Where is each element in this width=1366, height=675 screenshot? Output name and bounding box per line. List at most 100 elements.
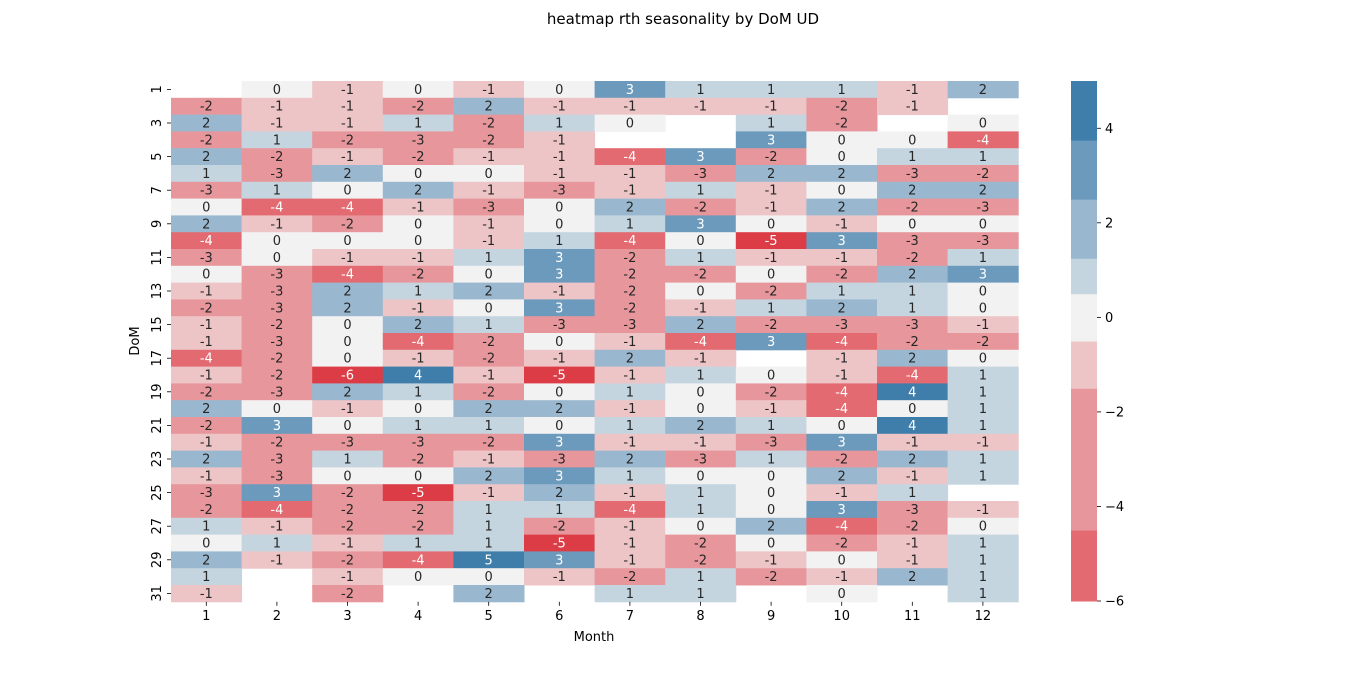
cell-value-label: -2 xyxy=(765,570,778,585)
cell-value-label: -1 xyxy=(482,486,495,501)
heatmap-cell xyxy=(312,114,384,132)
cell-value-label: 0 xyxy=(414,167,422,182)
heatmap-cell xyxy=(594,265,666,284)
heatmap-cell xyxy=(312,97,384,116)
cell-value-label: -1 xyxy=(341,100,354,115)
heatmap-cell xyxy=(524,249,596,267)
heatmap-cell xyxy=(665,316,737,334)
cell-value-label: 2 xyxy=(343,167,351,182)
cell-value-label: -5 xyxy=(553,369,566,384)
cell-value-label: 1 xyxy=(273,184,281,199)
cell-value-label: 1 xyxy=(626,587,634,602)
heatmap-cell xyxy=(453,551,525,569)
cell-value-label: 4 xyxy=(908,385,916,400)
cell-value-label: -3 xyxy=(270,453,283,468)
heatmap-cell xyxy=(453,249,525,267)
heatmap-cell xyxy=(735,484,807,502)
x-tick-label: 9 xyxy=(767,609,775,624)
cell-value-label: 1 xyxy=(979,369,987,384)
heatmap-cell xyxy=(665,484,737,502)
cell-value-label: 0 xyxy=(555,385,563,400)
x-tick-label: 6 xyxy=(555,609,563,624)
heatmap-cell xyxy=(594,165,666,183)
cell-value-label: -3 xyxy=(270,335,283,350)
cell-value-label: 1 xyxy=(414,385,422,400)
heatmap-cell xyxy=(524,97,596,116)
heatmap-cell xyxy=(877,299,949,317)
cell-value-label: -1 xyxy=(623,100,636,115)
cell-value-label: -1 xyxy=(623,184,636,199)
heatmap-cell xyxy=(877,198,949,216)
heatmap-cell xyxy=(453,148,525,166)
heatmap-cell xyxy=(453,534,525,552)
cell-value-label: 0 xyxy=(838,419,846,434)
heatmap-cell xyxy=(171,551,243,569)
heatmap-cell xyxy=(735,81,807,99)
heatmap-cell xyxy=(241,181,313,200)
heatmap-cell xyxy=(382,97,454,116)
heatmap-cell xyxy=(806,484,878,502)
cell-value-label: 0 xyxy=(838,553,846,568)
cell-value-label: 3 xyxy=(696,150,704,165)
cell-value-label: -1 xyxy=(765,100,778,115)
cell-value-label: 1 xyxy=(485,503,493,518)
heatmap-cell xyxy=(665,333,737,351)
heatmap-cell xyxy=(947,81,1019,99)
heatmap-cell xyxy=(806,417,878,435)
heatmap-cell xyxy=(665,585,737,603)
heatmap-cell xyxy=(594,568,666,586)
cell-value-label: 0 xyxy=(696,385,704,400)
cell-value-label: 2 xyxy=(626,201,634,216)
cell-value-label: 1 xyxy=(414,419,422,434)
cell-value-label: 1 xyxy=(202,520,210,535)
heatmap-cell xyxy=(241,232,313,250)
cell-value-label: 3 xyxy=(555,436,563,451)
cell-value-label: -2 xyxy=(200,503,213,518)
cell-value-label: 2 xyxy=(414,318,422,333)
cell-value-label: 0 xyxy=(343,352,351,367)
cell-value-label: 2 xyxy=(485,285,493,300)
cell-value-label: -1 xyxy=(270,217,283,232)
cell-value-label: 1 xyxy=(838,83,846,98)
heatmap-cell xyxy=(947,299,1019,317)
heatmap-cell xyxy=(877,282,949,300)
cell-value-label: 0 xyxy=(696,469,704,484)
cell-value-label: 1 xyxy=(414,285,422,300)
heatmap-cell xyxy=(594,114,666,132)
heatmap-cell xyxy=(665,551,737,569)
cell-value-label: -1 xyxy=(412,201,425,216)
cell-value-label: 0 xyxy=(414,469,422,484)
cell-value-label: -1 xyxy=(623,335,636,350)
cell-value-label: 1 xyxy=(343,453,351,468)
cell-value-label: -1 xyxy=(623,537,636,552)
cell-value-label: 2 xyxy=(908,352,916,367)
heatmap-cell xyxy=(524,417,596,435)
cell-value-label: -5 xyxy=(412,486,425,501)
heatmap-cell xyxy=(241,400,313,418)
heatmap-cell xyxy=(524,316,596,334)
cell-value-label: -1 xyxy=(482,234,495,249)
colorbar-tick-label: 2 xyxy=(1105,216,1113,231)
heatmap-cell xyxy=(806,232,878,250)
heatmap-cell xyxy=(453,517,525,536)
heatmap-cell xyxy=(806,299,878,317)
cell-value-label: -2 xyxy=(341,217,354,232)
heatmap-cell xyxy=(312,265,384,284)
heatmap-cell xyxy=(947,517,1019,536)
heatmap-cell xyxy=(312,181,384,200)
x-tick-label: 7 xyxy=(626,609,634,624)
cell-value-label: 1 xyxy=(979,553,987,568)
y-tick-label: 1 xyxy=(150,85,165,93)
cell-value-label: -4 xyxy=(341,268,354,283)
heatmap-cell xyxy=(947,316,1019,334)
cell-value-label: -1 xyxy=(765,402,778,417)
cell-value-label: -1 xyxy=(200,335,213,350)
cell-value-label: -2 xyxy=(765,318,778,333)
heatmap-cell xyxy=(241,265,313,284)
cell-value-label: 4 xyxy=(414,369,422,384)
heatmap-cell xyxy=(241,534,313,552)
heatmap-cell xyxy=(312,299,384,317)
cell-value-label: -3 xyxy=(623,318,636,333)
heatmap-cell xyxy=(241,165,313,183)
